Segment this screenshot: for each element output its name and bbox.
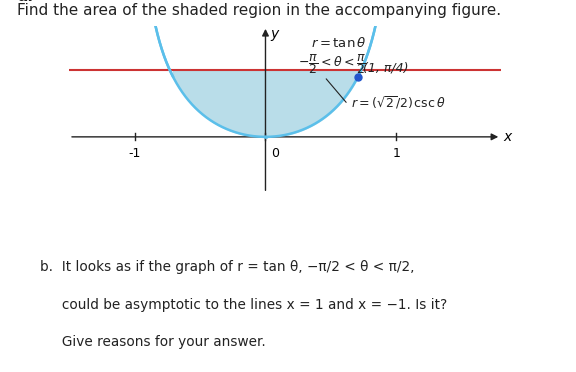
Text: y: y: [271, 27, 279, 41]
Text: a.: a.: [17, 0, 33, 4]
Text: could be asymptotic to the lines x = 1 and x = −1. Is it?: could be asymptotic to the lines x = 1 a…: [40, 298, 448, 312]
Text: -1: -1: [128, 147, 141, 160]
Text: $r = (\sqrt{2}/2)\,\csc\theta$: $r = (\sqrt{2}/2)\,\csc\theta$: [351, 94, 445, 110]
Text: (1, π/4): (1, π/4): [363, 61, 409, 74]
Text: x: x: [504, 130, 512, 144]
Text: Give reasons for your answer.: Give reasons for your answer.: [40, 335, 266, 349]
Text: b.  It looks as if the graph of r = tan θ, −π/2 < θ < π/2,: b. It looks as if the graph of r = tan θ…: [40, 260, 415, 275]
Text: 1: 1: [392, 147, 400, 160]
Text: $r = \tan\theta$: $r = \tan\theta$: [311, 36, 367, 50]
Text: $-\dfrac{\pi}{2} < \theta < \dfrac{\pi}{2}$: $-\dfrac{\pi}{2} < \theta < \dfrac{\pi}{…: [298, 52, 366, 76]
Text: 0: 0: [271, 147, 279, 160]
Text: Find the area of the shaded region in the accompanying figure.: Find the area of the shaded region in th…: [17, 3, 501, 18]
